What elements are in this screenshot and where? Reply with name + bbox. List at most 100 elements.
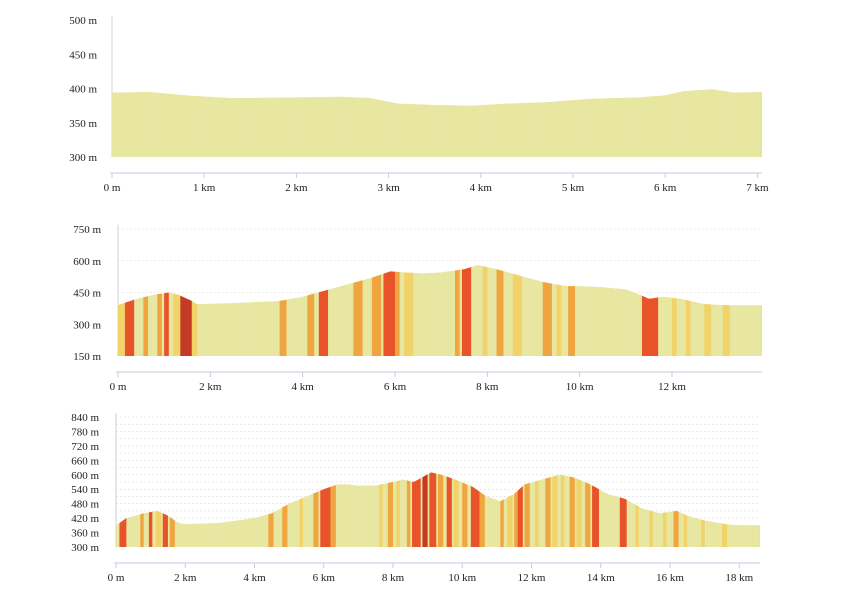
grade-segment-light: [635, 504, 639, 547]
grade-segment-steep: [119, 518, 127, 547]
x-tick-label: 10 km: [448, 572, 476, 584]
grade-segment-medium: [496, 269, 504, 356]
grade-segment-medium: [479, 491, 485, 547]
grade-segment-light: [552, 475, 558, 547]
x-tick-label: 14 km: [587, 572, 615, 584]
x-tick-label: 4 km: [292, 381, 315, 393]
x-tick-label: 2 km: [174, 572, 197, 584]
y-tick-label: 660 m: [71, 455, 99, 467]
terrain-area: [118, 265, 762, 356]
grade-segment-darkest: [180, 295, 192, 356]
grade-segment-medium: [500, 499, 504, 547]
x-tick-label: 6 km: [384, 381, 407, 393]
grade-segment-light: [649, 510, 653, 547]
grade-segment-light: [173, 293, 181, 356]
grade-segment-darkest: [422, 474, 428, 547]
grade-segment-medium: [353, 280, 363, 356]
y-tick-label: 840 m: [71, 412, 99, 424]
y-tick-label: 600 m: [73, 256, 101, 268]
y-tick-label: 780 m: [71, 426, 99, 438]
grade-segment-light: [155, 510, 162, 547]
y-tick-label: 750 m: [73, 224, 101, 236]
y-tick-label: 600 m: [71, 470, 99, 482]
y-tick-label: 400 m: [69, 84, 97, 96]
grade-segment-steep: [517, 486, 523, 547]
grade-segment-medium: [569, 476, 575, 547]
x-tick-label: 12 km: [518, 572, 546, 584]
y-tick-label: 420 m: [71, 513, 99, 525]
grade-segment-steep: [320, 486, 331, 547]
x-tick-label: 4 km: [470, 182, 493, 194]
grade-segment-light: [576, 478, 582, 547]
grade-segment-steep: [470, 486, 480, 547]
grade-segment-medium: [514, 490, 518, 547]
y-tick-label: 720 m: [71, 441, 99, 453]
elevation-chart-1: 0 m 1 km 2 km 3 km 4 km 5 km 6 km 7 km 300 m 350 …: [69, 15, 769, 194]
grade-segment-light: [379, 484, 383, 547]
grade-segment-medium: [387, 482, 393, 547]
grade-segment-medium: [268, 512, 274, 547]
x-tick-label: 12 km: [658, 381, 686, 393]
grade-segment-light: [683, 514, 688, 547]
grade-segment-light: [556, 284, 562, 356]
x-tick-label: 6 km: [313, 572, 336, 584]
grade-segment-medium: [307, 293, 315, 356]
y-tick-label: 300 m: [69, 152, 97, 164]
grade-segment-light: [701, 519, 705, 547]
grade-segment-medium: [313, 491, 319, 547]
grade-segment-medium: [282, 504, 288, 547]
grade-segment-light: [721, 523, 728, 547]
grade-segment-light: [704, 304, 712, 356]
grade-segment-medium: [568, 286, 576, 356]
y-tick-label: 350 m: [69, 118, 97, 130]
grade-segment-steep: [124, 299, 135, 356]
elevation-chart-3: 0 m 2 km 4 km 6 km 8 km 10 km 12 km 14 km 16 km 1…: [71, 412, 760, 584]
grade-segment-steep: [412, 478, 421, 547]
y-tick-label: 300 m: [71, 542, 99, 554]
grade-segment-medium: [524, 482, 530, 547]
grade-segment-steep: [383, 271, 395, 356]
terrain-texture: [113, 89, 760, 157]
grade-segment-light: [396, 480, 400, 547]
y-tick-label: 450 m: [73, 288, 101, 300]
grade-segment-medium: [143, 296, 149, 356]
y-tick-label: 500 m: [69, 15, 97, 27]
grade-segment-light: [482, 266, 488, 356]
grade-segment-light: [534, 480, 539, 547]
grade-segment-steep: [429, 472, 437, 547]
grade-segment-light: [663, 512, 667, 547]
elevation-chart-2: 0 m 2 km 4 km 6 km 8 km 10 km 12 km 150 m 300 m 4…: [73, 224, 762, 393]
grade-segment-steep: [461, 267, 472, 356]
y-tick-label: 150 m: [73, 351, 101, 363]
grade-segment-medium: [169, 516, 175, 547]
x-tick-label: 8 km: [382, 572, 405, 584]
x-tick-label: 1 km: [193, 182, 216, 194]
grade-segment-steep: [446, 476, 452, 547]
grade-segment-steep: [619, 497, 627, 547]
grade-segment-light: [512, 273, 522, 356]
grade-segment-light: [722, 304, 730, 356]
x-tick-label: 8 km: [476, 381, 499, 393]
grade-segment-medium: [673, 510, 679, 547]
grade-segment-light: [560, 475, 565, 547]
grade-segment-medium: [371, 274, 382, 356]
y-tick-label: 300 m: [73, 319, 101, 331]
grade-segment-medium: [140, 513, 144, 547]
grade-segment-light: [118, 302, 125, 356]
grade-segment-light: [453, 478, 459, 547]
grade-segment-medium: [455, 269, 460, 356]
grade-segment-light: [685, 299, 691, 356]
x-tick-label: 2 km: [285, 182, 308, 194]
x-tick-label: 6 km: [654, 182, 677, 194]
y-tick-label: 540 m: [71, 484, 99, 496]
grade-segment-steep: [641, 295, 659, 356]
x-tick-label: 7 km: [746, 182, 769, 194]
grade-segment-steep: [162, 513, 168, 547]
grade-segment-medium: [542, 281, 552, 356]
x-tick-label: 2 km: [199, 381, 222, 393]
grade-segment-medium: [585, 482, 591, 547]
grade-segment-steep: [148, 511, 153, 547]
terrain-area: [112, 89, 762, 157]
grade-segment-medium: [330, 485, 336, 547]
